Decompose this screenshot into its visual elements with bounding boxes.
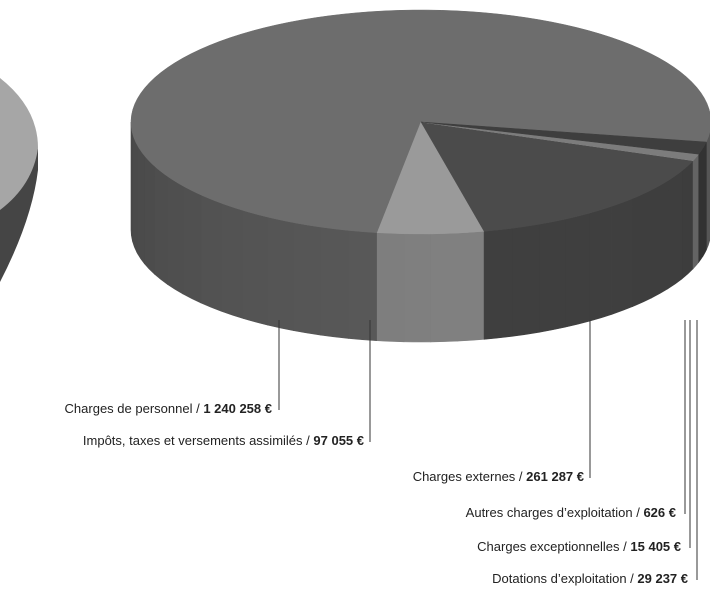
pie-side-segment-0 (183, 186, 201, 303)
label-charges-exceptionnelles-name: Charges exceptionnelles (477, 539, 619, 554)
label-impots-taxes: Impôts, taxes et versements assimilés / … (83, 433, 364, 449)
pie-side-segment-0 (137, 145, 144, 264)
pie-side-segment-2 (633, 190, 652, 307)
label-dotations-name: Dotations d’exploitation (492, 571, 626, 586)
pie-side-segment-2 (565, 213, 589, 327)
pie-side-segment-2 (612, 199, 633, 315)
label-charges-exceptionnelles: Charges exceptionnelles / 15 405 € (477, 539, 681, 555)
pie-side-segment-5 (699, 148, 703, 262)
pie-side-segment-0 (167, 176, 183, 294)
pie-side-segment-2 (651, 181, 667, 298)
pie-side-segment-0 (293, 223, 320, 335)
pie-side-segment-1 (404, 234, 431, 342)
label-impots-taxes-name: Impôts, taxes et versements assimilés (83, 433, 303, 448)
label-autres-charges: Autres charges d’exploitation / 626 € (466, 505, 676, 521)
pie-side-segment-2 (682, 161, 693, 279)
pie-side-segment-0 (320, 227, 348, 338)
label-charges-de-personnel-value: 1 240 258 € (203, 401, 272, 416)
pie-side-segment-0 (244, 211, 268, 325)
pie-side-segment-2 (484, 228, 512, 339)
pie-side-segment-2 (512, 224, 539, 336)
label-dotations: Dotations d’exploitation / 29 237 € (492, 571, 688, 587)
pie-side-segment-0 (131, 122, 132, 241)
pie-side-segment-0 (132, 133, 136, 252)
pie-side-segment-0 (155, 166, 168, 284)
pie-side-segment-1 (458, 231, 484, 341)
pie-side-segment-2 (589, 206, 612, 321)
label-charges-externes-name: Charges externes (413, 469, 516, 484)
pie-side-segment-4 (693, 154, 698, 268)
pie-side-segment-1 (431, 233, 458, 342)
label-dotations-value: 29 237 € (637, 571, 688, 586)
pie-side-segment-0 (706, 132, 710, 250)
pie-side-segment-0 (144, 156, 154, 275)
label-charges-externes-value: 261 287 € (526, 469, 584, 484)
label-autres-charges-value: 626 € (643, 505, 676, 520)
pie-top (131, 10, 710, 234)
pie-side-segment-2 (668, 171, 682, 289)
label-charges-exceptionnelles-value: 15 405 € (630, 539, 681, 554)
label-autres-charges-name: Autres charges d’exploitation (466, 505, 633, 520)
label-impots-taxes-value: 97 055 € (313, 433, 364, 448)
pie-side-segment-0 (268, 217, 294, 331)
label-charges-de-personnel: Charges de personnel / 1 240 258 € (65, 401, 272, 417)
neighbour-pie (0, 78, 38, 282)
pie-side-segment-0 (221, 203, 243, 318)
pie-side-segment-0 (201, 195, 221, 311)
pie-side-segment-5 (703, 142, 706, 256)
label-charges-de-personnel-name: Charges de personnel (65, 401, 193, 416)
pie-side-segment-0 (348, 230, 377, 340)
pie-side-segment-1 (377, 233, 404, 342)
label-charges-externes: Charges externes / 261 287 € (413, 469, 584, 485)
pie-side-segment-2 (539, 219, 565, 332)
